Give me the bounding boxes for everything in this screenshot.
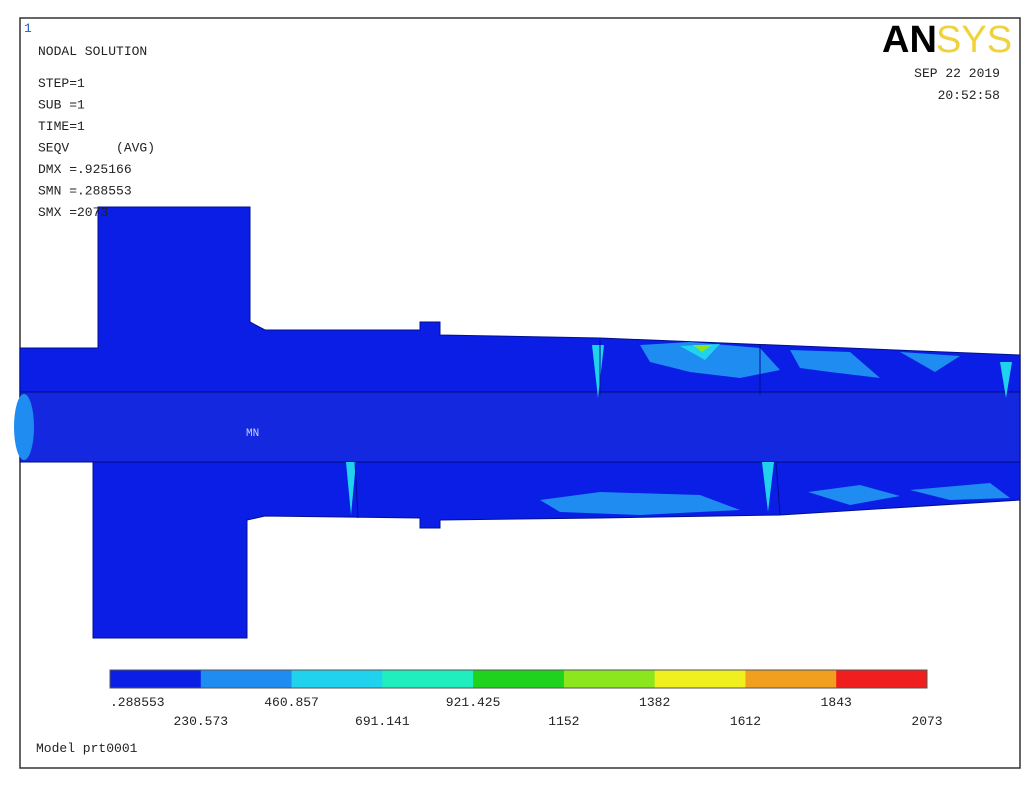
legend-label: 1843 (821, 695, 852, 710)
legend-swatch (563, 670, 656, 688)
legend-swatch (110, 670, 202, 688)
model (14, 206, 1021, 639)
info-line: DMX =.925166 (38, 162, 132, 177)
legend-swatch (745, 670, 837, 688)
min-marker: MN (246, 428, 259, 440)
info-line: SMN =.288553 (38, 184, 132, 199)
legend-label: 1612 (730, 714, 761, 729)
legend-border (109, 669, 928, 689)
legend-swatch (382, 670, 474, 688)
legend-swatch (654, 670, 746, 688)
info-line: SEQV (AVG) (38, 141, 155, 156)
info-line: SMX =2073 (38, 205, 108, 220)
legend-swatch (473, 670, 565, 688)
window-number: 1 (24, 21, 32, 36)
legend-label: 1152 (548, 714, 579, 729)
legend-label: 921.425 (446, 695, 501, 710)
legend-label: .288553 (110, 695, 165, 710)
time: 20:52:58 (938, 88, 1000, 103)
legend-label: 230.573 (173, 714, 228, 729)
info-line: TIME=1 (38, 119, 85, 134)
legend-label: 460.857 (264, 695, 319, 710)
info-line: SUB =1 (38, 98, 85, 113)
legend-swatch (836, 670, 928, 688)
date: SEP 22 2019 (914, 66, 1000, 81)
title: NODAL SOLUTION (38, 44, 147, 59)
legend-swatch (200, 670, 293, 688)
legend-swatch (291, 670, 383, 688)
legend-label: 2073 (911, 714, 942, 729)
footer: Model prt0001 (36, 741, 138, 756)
logo-an: AN (882, 19, 937, 61)
legend-label: 691.141 (355, 714, 410, 729)
legend-label: 1382 (639, 695, 670, 710)
info-line: STEP=1 (38, 76, 85, 91)
logo-sys: SYS (936, 19, 1012, 61)
